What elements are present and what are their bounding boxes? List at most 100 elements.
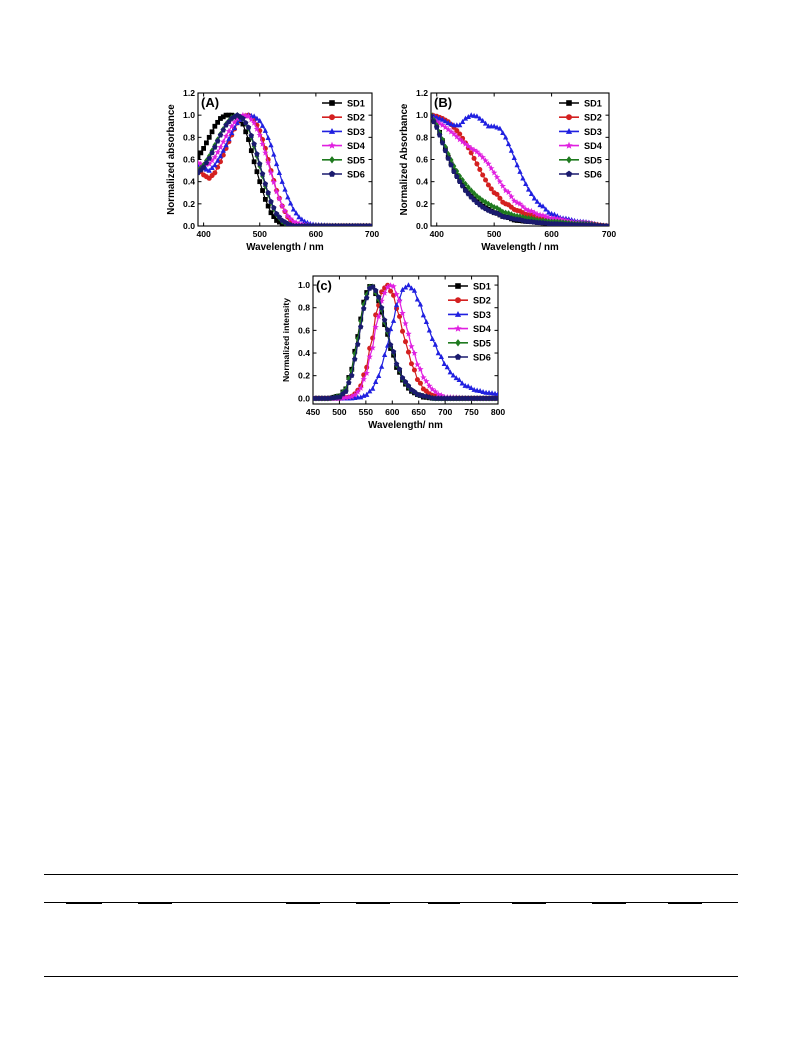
data-point bbox=[357, 384, 364, 391]
data-point bbox=[465, 113, 471, 119]
legend-label: SD2 bbox=[347, 113, 365, 123]
legend-label: SD1 bbox=[584, 99, 602, 109]
legend-marker bbox=[455, 297, 461, 304]
data-point bbox=[276, 214, 283, 220]
data-point bbox=[262, 197, 268, 202]
data-point bbox=[431, 113, 434, 119]
data-point bbox=[262, 149, 269, 156]
legend-label: SD3 bbox=[473, 310, 491, 320]
data-point bbox=[212, 123, 218, 129]
y-tick-label: 0.8 bbox=[183, 132, 195, 142]
data-point bbox=[543, 206, 549, 212]
data-point bbox=[273, 188, 280, 195]
data-point bbox=[240, 115, 246, 121]
y-axis-label: Normalized Absorbance bbox=[399, 103, 410, 215]
data-point bbox=[514, 162, 520, 168]
data-point bbox=[257, 117, 263, 123]
data-point bbox=[201, 146, 207, 151]
legend-marker bbox=[329, 100, 335, 106]
y-tick-label: 0.0 bbox=[183, 221, 195, 231]
data-point bbox=[273, 161, 280, 167]
legend-label: SD6 bbox=[584, 170, 602, 180]
legend-marker bbox=[454, 353, 462, 360]
data-point bbox=[264, 159, 272, 166]
data-point bbox=[279, 178, 285, 184]
data-point bbox=[399, 374, 406, 381]
data-point bbox=[402, 320, 409, 327]
data-point bbox=[231, 119, 238, 126]
data-point bbox=[482, 157, 489, 164]
data-point bbox=[445, 120, 451, 126]
data-point bbox=[480, 117, 486, 123]
data-point bbox=[448, 162, 454, 168]
data-point bbox=[548, 214, 555, 221]
data-point bbox=[204, 140, 209, 146]
y-tick-label: 0.6 bbox=[416, 155, 428, 165]
x-tick-label: 450 bbox=[306, 407, 321, 417]
data-point bbox=[198, 154, 201, 160]
data-point bbox=[254, 151, 260, 157]
data-point bbox=[265, 189, 271, 196]
data-point bbox=[211, 153, 219, 160]
data-point bbox=[439, 121, 446, 128]
data-point bbox=[270, 178, 277, 185]
data-point bbox=[497, 195, 503, 201]
data-point bbox=[453, 133, 461, 140]
legend-label: SD1 bbox=[473, 282, 491, 292]
data-point bbox=[405, 330, 412, 337]
data-point bbox=[354, 388, 361, 395]
y-tick-label: 0.0 bbox=[416, 221, 428, 231]
series-group bbox=[313, 282, 498, 402]
data-point bbox=[439, 140, 446, 146]
data-point bbox=[482, 120, 489, 126]
data-point bbox=[414, 296, 421, 302]
data-point bbox=[245, 124, 252, 130]
data-point bbox=[390, 283, 397, 290]
data-point bbox=[429, 386, 436, 393]
data-point bbox=[259, 140, 266, 147]
data-point bbox=[396, 366, 403, 372]
data-point bbox=[378, 304, 385, 311]
data-point bbox=[480, 388, 486, 395]
data-point bbox=[531, 209, 538, 216]
legend-label: SD2 bbox=[473, 296, 491, 306]
legend-label: SD6 bbox=[473, 353, 491, 363]
x-axis-label: Wavelength/ nm bbox=[368, 420, 443, 431]
data-point bbox=[473, 148, 481, 155]
data-point bbox=[494, 191, 500, 197]
data-point bbox=[495, 395, 498, 401]
x-tick-label: 700 bbox=[438, 407, 453, 417]
data-point bbox=[293, 219, 300, 226]
data-point bbox=[215, 157, 221, 163]
data-point bbox=[502, 187, 509, 194]
x-tick-label: 700 bbox=[365, 229, 380, 239]
panel-label: (B) bbox=[434, 95, 452, 110]
data-point bbox=[491, 123, 497, 129]
y-tick-label: 0.4 bbox=[183, 177, 195, 187]
data-point bbox=[290, 218, 297, 225]
data-point bbox=[551, 211, 558, 217]
data-point bbox=[399, 286, 406, 292]
data-point bbox=[456, 136, 463, 143]
data-point bbox=[265, 135, 271, 141]
data-point bbox=[287, 215, 294, 222]
data-point bbox=[457, 131, 463, 137]
data-point bbox=[381, 352, 388, 358]
data-point bbox=[358, 318, 364, 325]
data-point bbox=[456, 178, 463, 184]
data-point bbox=[514, 212, 520, 220]
data-point bbox=[271, 151, 277, 157]
y-axis-label: Normalized intensity bbox=[281, 298, 291, 382]
legend-label: SD2 bbox=[584, 113, 602, 123]
x-tick-label: 600 bbox=[309, 229, 324, 239]
data-point bbox=[474, 161, 480, 167]
legend-label: SD6 bbox=[347, 170, 365, 180]
data-point bbox=[363, 369, 370, 376]
data-point bbox=[477, 195, 483, 202]
data-point bbox=[387, 341, 394, 348]
data-point bbox=[531, 195, 537, 201]
panel-label: (A) bbox=[201, 95, 219, 110]
y-tick-label: 0.2 bbox=[183, 199, 195, 209]
chart-panel-1: 400 500 600 700 0.0 0.2 0.4 0.6 0.8 1.0 1.2 Wavelen… bbox=[166, 88, 379, 253]
data-point bbox=[262, 181, 269, 187]
